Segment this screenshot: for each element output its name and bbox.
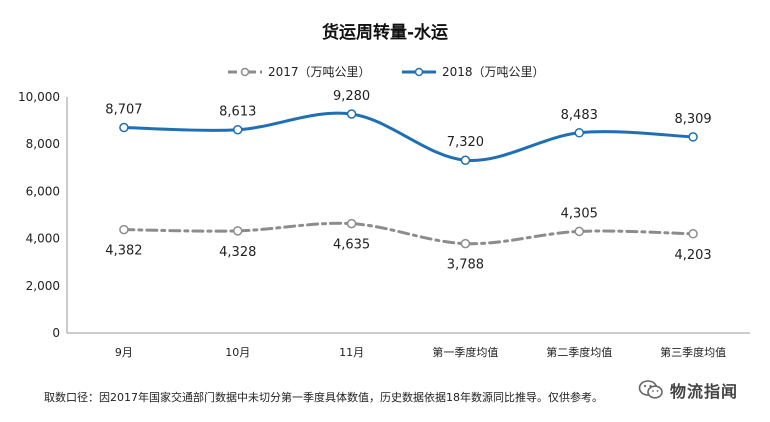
x-category-labels: 9月 10月 11月 第一季度均值 第二季度均值 第三季度均值 xyxy=(115,345,726,359)
y-tick-label: 8,000 xyxy=(26,137,60,151)
y-tick-label: 10,000 xyxy=(18,90,60,104)
data-label: 4,203 xyxy=(674,248,711,263)
data-point xyxy=(688,229,698,239)
data-label: 7,320 xyxy=(447,135,484,150)
series-line-2018 xyxy=(122,111,695,162)
data-label: 4,328 xyxy=(219,245,256,260)
data-point xyxy=(346,109,357,119)
x-tick-label: 第一季度均值 xyxy=(432,345,498,359)
data-point xyxy=(233,124,243,135)
data-point xyxy=(460,155,471,165)
series-line-2017 xyxy=(122,221,695,246)
legend: 2017（万吨公里） 2018（万吨公里） xyxy=(228,65,545,79)
data-label: 9,280 xyxy=(333,89,370,104)
y-tick-label: 0 xyxy=(52,326,60,340)
data-label: 4,382 xyxy=(105,244,142,259)
data-labels: 4,382 4,328 4,635 3,788 4,305 4,203 8,707 8,613… xyxy=(105,89,711,273)
data-label: 8,707 xyxy=(105,103,142,118)
data-label: 4,635 xyxy=(333,238,370,253)
watermark: 物流指闻 xyxy=(638,378,738,402)
footnote: 取数口径：因2017年国家交通部门数据中未切分第一季度具体数值，历史数据依据18… xyxy=(44,391,603,404)
data-point xyxy=(119,122,129,133)
chart-title: 货运周转量-水运 xyxy=(322,22,448,43)
y-tick-label: 2,000 xyxy=(26,279,60,293)
data-point xyxy=(688,132,698,142)
data-label: 8,309 xyxy=(674,112,711,127)
data-point xyxy=(346,218,357,229)
series-layer xyxy=(119,109,698,249)
x-tick-label: 9月 xyxy=(115,346,133,359)
legend-2017-label: 2017（万吨公里） xyxy=(268,65,371,79)
data-point xyxy=(233,226,243,236)
watermark-name: 物流指闻 xyxy=(670,382,739,401)
data-point xyxy=(574,226,584,237)
y-tick-labels: 0 2,000 4,000 6,000 8,000 10,000 xyxy=(18,90,60,340)
data-label: 3,788 xyxy=(447,258,484,273)
data-point xyxy=(119,224,129,235)
data-label: 8,483 xyxy=(561,108,598,123)
legend-2017-marker xyxy=(240,67,250,77)
y-tick-label: 6,000 xyxy=(26,184,60,198)
data-point xyxy=(460,238,471,249)
x-tick-label: 10月 xyxy=(225,346,250,359)
x-tick-label: 第二季度均值 xyxy=(546,345,612,359)
legend-2018-marker xyxy=(414,67,424,77)
data-point xyxy=(574,128,584,138)
x-tick-label: 11月 xyxy=(339,346,364,359)
x-tick-label: 第三季度均值 xyxy=(660,345,726,359)
data-label: 4,305 xyxy=(561,206,598,221)
wechat-icon xyxy=(638,380,663,399)
y-tick-label: 4,000 xyxy=(26,232,60,246)
legend-2018-label: 2018（万吨公里） xyxy=(442,65,545,79)
data-label: 8,613 xyxy=(219,105,256,120)
